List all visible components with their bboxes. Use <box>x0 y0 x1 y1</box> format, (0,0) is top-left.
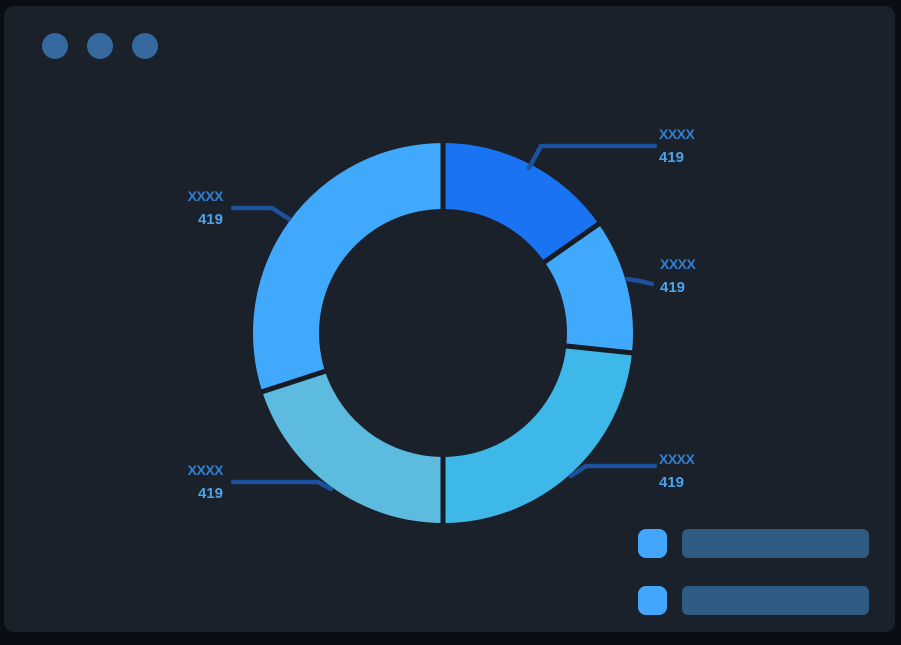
legend-item[interactable] <box>638 586 869 615</box>
segment-separator <box>542 221 601 265</box>
legend-swatch-icon <box>638 586 667 615</box>
donut-segment[interactable] <box>252 143 443 392</box>
donut-segment[interactable] <box>443 143 599 262</box>
segment-value: 419 <box>659 474 685 491</box>
segment-value: 419 <box>197 485 223 502</box>
segment-name: XXXX <box>660 256 696 272</box>
legend-swatch-icon <box>638 529 667 558</box>
segment-separator <box>565 343 634 356</box>
callout-leader-line <box>526 143 658 171</box>
donut-segment[interactable] <box>544 224 633 353</box>
window-dot-icon[interactable] <box>87 33 113 59</box>
segment-callout-top-right: XXXX 419 <box>659 123 695 169</box>
donut-segment[interactable] <box>262 371 443 523</box>
segment-callout-bottom-left: XXXX 419 <box>187 459 224 505</box>
window-panel <box>4 6 895 632</box>
segment-separator <box>260 368 327 395</box>
segment-name: XXXX <box>659 126 695 142</box>
legend-label-bar <box>682 529 869 558</box>
window-dot-icon[interactable] <box>42 33 68 59</box>
segment-value: 419 <box>660 279 686 296</box>
segment-callout-left: XXXX 419 <box>187 185 224 231</box>
segment-value: 419 <box>659 149 685 166</box>
segment-name: XXXX <box>187 462 224 478</box>
segment-name: XXXX <box>659 451 695 467</box>
window-dot-icon[interactable] <box>132 33 158 59</box>
segment-callout-bottom-right: XXXX 419 <box>659 448 695 494</box>
callout-leader-line <box>230 479 334 492</box>
segment-name: XXXX <box>187 188 224 204</box>
legend-item[interactable] <box>638 529 869 558</box>
chart-legend <box>638 529 869 643</box>
segment-value: 419 <box>197 211 223 228</box>
callout-leader-line <box>624 276 655 287</box>
segment-callout-right: XXXX 419 <box>660 253 696 299</box>
legend-label-bar <box>682 586 869 615</box>
callout-leader-line <box>230 205 292 222</box>
window-controls <box>42 33 158 59</box>
donut-segment[interactable] <box>443 345 632 523</box>
callout-leader-line <box>568 463 658 479</box>
